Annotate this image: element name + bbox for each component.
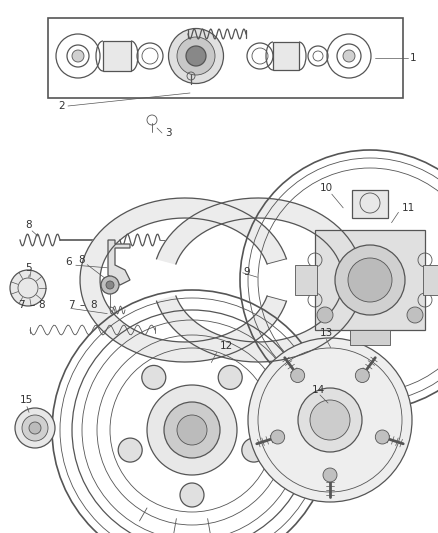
Text: 3: 3	[165, 128, 172, 138]
Circle shape	[106, 281, 114, 289]
Circle shape	[348, 258, 392, 302]
Bar	[103, 41, 131, 71]
Polygon shape	[80, 198, 286, 362]
Circle shape	[177, 415, 207, 445]
Text: 10: 10	[320, 183, 333, 193]
Circle shape	[164, 402, 220, 458]
Text: –: –	[80, 300, 85, 310]
Circle shape	[29, 422, 41, 434]
Text: 12: 12	[220, 341, 233, 351]
Text: 8: 8	[25, 220, 32, 230]
Circle shape	[22, 415, 48, 441]
Circle shape	[291, 368, 305, 383]
Text: 8: 8	[38, 300, 45, 310]
Text: 1: 1	[410, 53, 417, 63]
Circle shape	[10, 270, 46, 306]
Bar	[350, 330, 390, 345]
Circle shape	[15, 408, 55, 448]
Circle shape	[242, 438, 266, 462]
Text: 9: 9	[243, 267, 250, 277]
Bar	[315, 230, 425, 330]
Circle shape	[101, 276, 119, 294]
Circle shape	[142, 366, 166, 390]
Circle shape	[407, 307, 423, 323]
Polygon shape	[156, 198, 363, 362]
Circle shape	[355, 368, 369, 383]
Circle shape	[72, 50, 84, 62]
Bar	[295, 265, 317, 295]
Text: 2: 2	[58, 101, 65, 111]
Ellipse shape	[169, 28, 223, 84]
Circle shape	[248, 338, 412, 502]
Circle shape	[298, 388, 362, 452]
Circle shape	[323, 468, 337, 482]
Bar	[48, 18, 403, 98]
Circle shape	[271, 430, 285, 444]
Bar	[273, 42, 299, 70]
Text: 13: 13	[320, 328, 333, 338]
Bar	[423, 265, 438, 295]
Text: 8: 8	[90, 300, 97, 310]
Circle shape	[375, 430, 389, 444]
Circle shape	[118, 438, 142, 462]
Ellipse shape	[177, 37, 215, 75]
Text: 7: 7	[68, 300, 74, 310]
Polygon shape	[108, 240, 130, 285]
Circle shape	[310, 400, 350, 440]
Text: 7: 7	[18, 300, 25, 310]
Text: 15: 15	[20, 395, 33, 405]
Text: 5: 5	[25, 263, 32, 273]
Text: 14: 14	[312, 385, 325, 395]
Circle shape	[147, 385, 237, 475]
Circle shape	[317, 307, 333, 323]
Circle shape	[218, 366, 242, 390]
Circle shape	[186, 46, 206, 66]
Circle shape	[335, 245, 405, 315]
Text: 6: 6	[65, 257, 72, 267]
Text: –: –	[29, 300, 34, 310]
Text: 11: 11	[402, 203, 415, 213]
Circle shape	[180, 483, 204, 507]
Bar	[352, 190, 388, 218]
Circle shape	[343, 50, 355, 62]
Text: 8: 8	[78, 255, 85, 265]
